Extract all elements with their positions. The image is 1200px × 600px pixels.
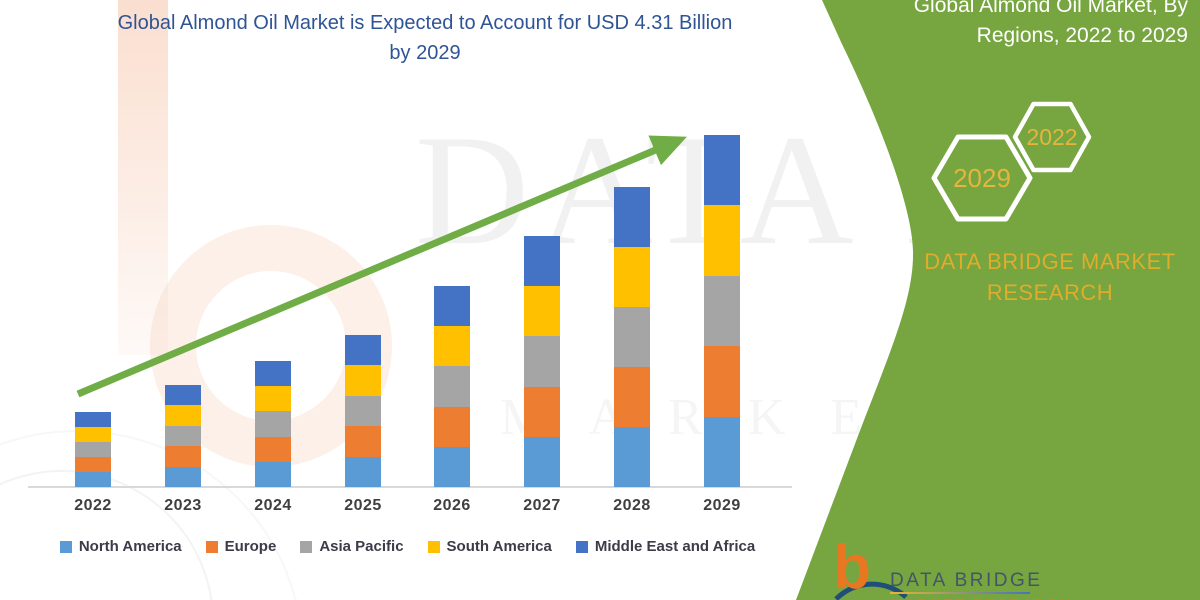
segment-south-america-2025: [345, 365, 381, 396]
segment-europe-2028: [614, 366, 650, 427]
legend-item-asia-pacific: Asia Pacific: [300, 538, 404, 555]
segment-asia-pacific-2022: [75, 442, 111, 457]
segment-middle-east-and-africa-2023: [165, 385, 201, 406]
segment-north-america-2028: [614, 426, 650, 487]
footer-logo-subtitle: MARKET RESEARCH: [890, 596, 1073, 600]
segment-south-america-2028: [614, 246, 650, 307]
bar-2029: [704, 135, 740, 487]
footer-logo-brand: DATA BRIDGE: [890, 570, 1043, 591]
legend-label: Europe: [224, 538, 277, 555]
segment-north-america-2023: [165, 466, 201, 487]
bar-2026: [434, 286, 470, 487]
chart-title: Global Almond Oil Market is Expected to …: [30, 8, 820, 68]
hexagon-2029-label: 2029: [953, 163, 1011, 193]
x-axis-label-2023: 2023: [164, 497, 202, 514]
segment-europe-2025: [345, 426, 381, 457]
legend-label: Asia Pacific: [319, 538, 404, 555]
segment-asia-pacific-2029: [704, 275, 740, 347]
segment-asia-pacific-2027: [524, 336, 560, 387]
segment-middle-east-and-africa-2022: [75, 412, 111, 427]
segment-middle-east-and-africa-2029: [704, 135, 740, 206]
footer-logo-divider: [890, 592, 1030, 594]
bar-2028: [614, 186, 650, 487]
legend-item-europe: Europe: [205, 538, 277, 555]
segment-europe-2029: [704, 346, 740, 417]
segment-south-america-2027: [524, 286, 560, 337]
legend-label: Middle East and Africa: [594, 538, 756, 555]
legend-swatch-icon: [427, 540, 440, 553]
x-axis-label-2025: 2025: [344, 497, 382, 514]
segment-asia-pacific-2025: [345, 395, 381, 427]
segment-north-america-2029: [704, 416, 740, 487]
x-axis-label-2027: 2027: [523, 497, 561, 514]
bar-2024: [255, 361, 291, 487]
plot-area: 2022 2023 2024 2025 2026 2027 2028 2029: [28, 135, 792, 514]
chart-title-line1: Global Almond Oil Market is Expected to …: [117, 12, 733, 34]
segment-europe-2026: [434, 406, 470, 447]
segment-north-america-2027: [524, 436, 560, 487]
legend-swatch-icon: [300, 540, 313, 553]
legend-item-north-america: North America: [59, 538, 182, 555]
x-axis-label-2022: 2022: [74, 497, 112, 514]
bar-2023: [165, 385, 201, 487]
x-axis-label-2028: 2028: [613, 497, 651, 514]
segment-south-america-2024: [255, 386, 291, 412]
x-axis-label-2029: 2029: [703, 497, 741, 514]
chart-legend: North America Europe Asia Pacific South Ame…: [0, 538, 815, 555]
legend-swatch-icon: [205, 540, 218, 553]
segment-north-america-2022: [75, 472, 111, 487]
legend-label: North America: [78, 538, 182, 555]
legend-item-south-america: South America: [427, 538, 552, 555]
x-axis-label-2026: 2026: [433, 497, 471, 514]
segment-europe-2027: [524, 386, 560, 437]
hexagon-2022-label: 2022: [1026, 124, 1078, 150]
brand-name-text: DATA BRIDGE MARKET RESEARCH: [900, 246, 1200, 308]
side-panel-heading: Global Almond Oil Market, By Regions, 20…: [913, 0, 1188, 47]
segment-asia-pacific-2026: [434, 366, 470, 407]
segment-south-america-2022: [75, 427, 111, 442]
segment-middle-east-and-africa-2027: [524, 236, 560, 287]
segment-north-america-2026: [434, 446, 470, 487]
chart-title-line2: by 2029: [389, 42, 461, 64]
segment-asia-pacific-2028: [614, 306, 650, 367]
segment-north-america-2025: [345, 456, 381, 487]
segment-middle-east-and-africa-2028: [614, 186, 650, 247]
segment-asia-pacific-2024: [255, 411, 291, 437]
legend-swatch-icon: [59, 540, 72, 553]
segment-middle-east-and-africa-2026: [434, 286, 470, 327]
legend-item-middle-east-and-africa: Middle East and Africa: [575, 538, 756, 555]
x-axis-label-2024: 2024: [254, 497, 292, 514]
bar-2027: [524, 236, 560, 487]
x-axis-line: [28, 486, 792, 488]
brand-name-line2: RESEARCH: [986, 280, 1114, 305]
segment-europe-2023: [165, 446, 201, 467]
brand-name-line1: DATA BRIDGE MARKET: [924, 249, 1176, 274]
footer-logo-icon: b: [833, 533, 871, 600]
bar-2025: [345, 335, 381, 487]
bar-2022: [75, 412, 111, 487]
segment-middle-east-and-africa-2025: [345, 335, 381, 366]
segment-south-america-2026: [434, 326, 470, 367]
legend-label: South America: [446, 538, 552, 555]
legend-swatch-icon: [575, 540, 588, 553]
segment-europe-2024: [255, 436, 291, 462]
segment-south-america-2023: [165, 405, 201, 426]
segment-asia-pacific-2023: [165, 425, 201, 447]
segment-south-america-2029: [704, 205, 740, 276]
segment-middle-east-and-africa-2024: [255, 361, 291, 387]
segment-europe-2022: [75, 457, 111, 472]
segment-north-america-2024: [255, 461, 291, 487]
